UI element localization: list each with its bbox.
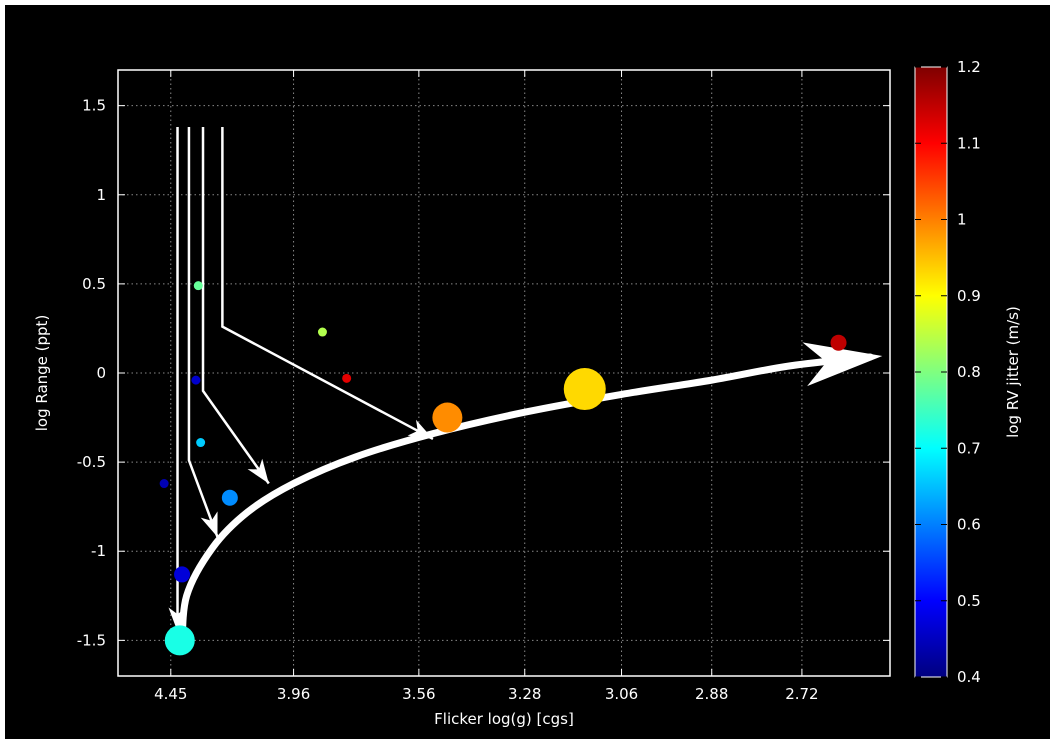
track-arrowhead: [247, 458, 269, 484]
grid: [118, 70, 890, 676]
colorbar-tick-label: 1: [957, 211, 967, 229]
colorbar-tick-label: 0.8: [957, 363, 981, 381]
track-line: [221, 127, 434, 441]
data-point: [221, 489, 238, 506]
x-tick-label: 2.88: [695, 685, 728, 703]
data-point: [563, 368, 606, 411]
y-tick-label: -0.5: [77, 453, 106, 471]
plot-area: 4.45 3.96 3.56 3.28 3.06 2.88 2.72 -1.5 -1 -0.5 0…: [77, 69, 891, 703]
x-tick-label: 2.72: [785, 685, 818, 703]
colorbar-tick-label: 0.9: [957, 287, 981, 305]
y-tick-label: 1.5: [82, 97, 106, 115]
x-tick-label: 3.56: [402, 685, 435, 703]
y-tick-label: -1: [91, 542, 106, 560]
x-axis-title: Flicker log(g) [cgs]: [434, 710, 574, 728]
x-tick-label: 3.96: [277, 685, 310, 703]
colorbar-title: log RV jitter (m/s): [1004, 306, 1022, 438]
data-point: [196, 438, 206, 448]
y-axis: -1.5 -1 -0.5 0 0.5 1 1.5: [77, 97, 890, 649]
x-axis: 4.45 3.96 3.56 3.28 3.06 2.88 2.72: [154, 70, 819, 703]
data-point: [193, 281, 203, 291]
data-point: [342, 373, 352, 383]
colorbar-ticks: 0.4 0.5 0.6 0.7 0.8 0.9 1 1.1 1.2: [915, 58, 981, 686]
colorbar-tick-label: 0.7: [957, 439, 981, 457]
data-point: [159, 479, 169, 489]
evolution-curve-arrowhead: [802, 342, 883, 387]
x-tick-label: 4.45: [154, 685, 187, 703]
track-line: [187, 127, 219, 538]
y-tick-label: 0: [96, 364, 106, 382]
y-axis-title: log Range (ppt): [33, 315, 51, 432]
annotations: [168, 127, 883, 653]
colorbar: 0.4 0.5 0.6 0.7 0.8 0.9 1 1.1 1.2: [914, 58, 981, 686]
data-point: [432, 402, 463, 433]
track-arrowhead: [200, 511, 218, 537]
colorbar-tick-label: 0.4: [957, 668, 981, 686]
data-point: [317, 327, 327, 337]
evolution-curve: [178, 353, 874, 653]
x-tick-label: 3.28: [508, 685, 541, 703]
points: [159, 281, 847, 656]
colorbar-tick-label: 0.6: [957, 516, 981, 534]
track-line: [201, 127, 270, 485]
figure-background: [5, 5, 1050, 739]
y-tick-label: 0.5: [82, 275, 106, 293]
colorbar-tick-label: 0.5: [957, 592, 981, 610]
x-tick-label: 3.06: [605, 685, 638, 703]
colorbar-tick-label: 1.1: [957, 134, 981, 152]
y-tick-label: -1.5: [77, 631, 106, 649]
y-tick-label: 1: [96, 186, 106, 204]
data-point: [191, 375, 201, 385]
data-point: [164, 625, 195, 656]
data-point: [830, 334, 847, 351]
data-point: [174, 566, 191, 583]
colorbar-tick-label: 1.2: [957, 58, 981, 76]
